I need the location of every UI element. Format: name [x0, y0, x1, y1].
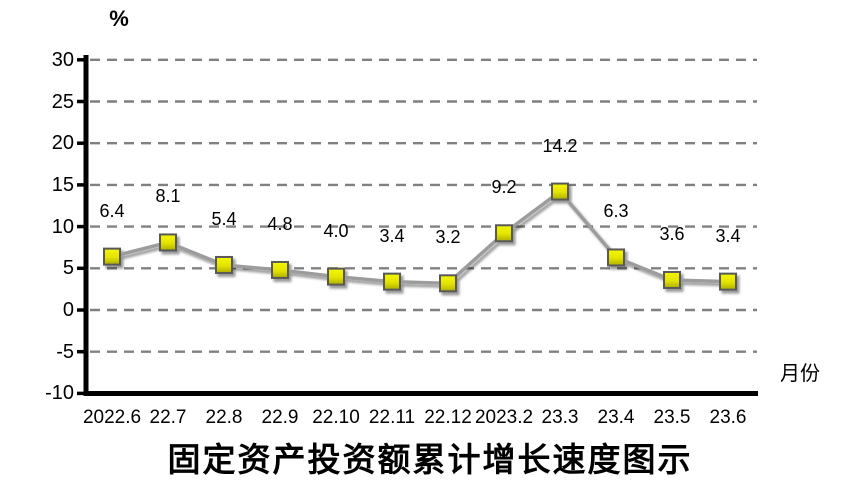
data-point-marker: [495, 224, 513, 243]
data-point-marker: [551, 182, 569, 201]
y-tick-label: 10: [51, 215, 74, 238]
x-tick-label: 22.11: [368, 407, 416, 428]
x-tick-label: 22.8: [205, 407, 243, 428]
data-point-marker: [383, 272, 401, 291]
gridlines: [90, 58, 757, 353]
data-point-marker: [719, 272, 737, 291]
data-label: 3.2: [435, 227, 461, 248]
data-point-marker: [663, 270, 681, 289]
y-tick-label: 20: [51, 132, 74, 155]
data-label: 9.2: [491, 177, 517, 198]
x-axis-title: 月份: [780, 363, 820, 385]
x-tick-label: 23.3: [541, 407, 579, 428]
x-tick-label: 23.5: [653, 407, 691, 428]
data-label: 4.0: [323, 220, 349, 241]
y-tick-label: -5: [56, 340, 74, 363]
data-point-marker: [215, 255, 233, 274]
data-point-marker: [327, 267, 345, 286]
data-label: 3.6: [659, 223, 685, 244]
data-label: 14.2: [542, 135, 578, 156]
data-label: 5.4: [211, 208, 237, 229]
data-series: [103, 182, 737, 293]
y-tick-label: -10: [45, 382, 74, 405]
data-label: 3.4: [715, 225, 741, 246]
x-tick-label: 22.7: [149, 407, 187, 428]
x-tick-label: 2023.2: [474, 407, 534, 428]
series-line: [111, 189, 729, 286]
x-tick-label: 23.4: [597, 407, 635, 428]
y-tick-label: 5: [62, 257, 74, 280]
chart-title: 固定资产投资额累计增长速度图示: [167, 443, 693, 479]
x-tick-label: 22.9: [261, 407, 299, 428]
x-tick-label: 2022.6: [82, 407, 142, 428]
data-label: 4.8: [267, 213, 293, 234]
x-tick-label: 22.10: [312, 407, 360, 428]
data-point-marker: [271, 260, 289, 279]
data-point-marker: [439, 274, 457, 293]
x-tick-label: 23.6: [709, 407, 747, 428]
y-tick-label: 25: [51, 90, 74, 113]
data-label: 3.4: [379, 225, 405, 246]
y-tick-label: 30: [51, 48, 74, 71]
data-label: 6.4: [99, 200, 125, 221]
axes: [83, 55, 758, 396]
data-point-marker: [607, 248, 625, 267]
data-point-marker: [103, 247, 121, 266]
x-tick-label: 22.12: [424, 407, 472, 428]
y-axis-unit-label: %: [109, 6, 129, 31]
data-label: 8.1: [155, 186, 181, 207]
y-tick-label: 15: [51, 173, 74, 196]
y-tick-label: 0: [62, 299, 74, 321]
data-label: 6.3: [603, 201, 629, 222]
data-point-marker: [159, 233, 177, 252]
